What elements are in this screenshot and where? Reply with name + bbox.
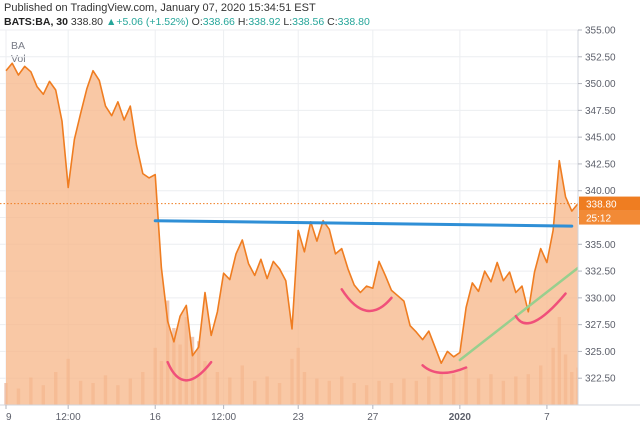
x-tick-label: 12:00 (56, 412, 81, 423)
open-value: 338.66 (202, 16, 235, 28)
series-tag[interactable]: BA (11, 40, 26, 52)
curve-annotation[interactable] (421, 364, 468, 375)
price-change: +5.06 (+1.52%) (116, 16, 189, 28)
published-info: Published on TradingView.com, January 07… (4, 2, 316, 14)
close-value: 338.80 (337, 16, 370, 28)
y-tick-label: 340.00 (585, 186, 616, 197)
x-tick-label: 27 (367, 412, 379, 423)
x-tick-label: 2020 (449, 412, 472, 423)
y-tick-label: 325.00 (585, 347, 616, 358)
y-tick-label: 355.00 (585, 26, 616, 37)
x-tick-label: 7 (544, 412, 550, 423)
trend-line[interactable] (458, 266, 580, 362)
y-tick-label: 327.50 (585, 320, 616, 331)
volume-tag[interactable]: Vol (11, 53, 26, 65)
close-label: C: (327, 16, 338, 28)
open-label: O: (191, 16, 203, 28)
high-value: 338.92 (248, 16, 281, 28)
high-label: H: (237, 16, 249, 28)
symbol-name[interactable]: BATS:BA, 30 (4, 16, 68, 28)
symbol-legend: BATS:BA, 30 338.80 ▲+5.06 (+1.52%) O:338… (4, 16, 370, 28)
y-tick-label: 345.00 (585, 133, 616, 144)
x-tick-label: 23 (293, 412, 305, 423)
curve-annotation[interactable] (166, 360, 213, 382)
y-tick-label: 332.50 (585, 267, 616, 278)
x-tick-label: 9 (6, 412, 12, 423)
y-tick-label: 335.00 (585, 240, 616, 251)
x-tick-label: 16 (150, 412, 162, 423)
y-tick-label: 330.00 (585, 293, 616, 304)
price-area (6, 63, 578, 405)
drawing-annotations[interactable] (153, 219, 580, 382)
y-tick-label: 350.00 (585, 79, 616, 90)
y-tick-label: 322.50 (585, 374, 616, 385)
low-label: L: (283, 16, 293, 28)
curve-annotation[interactable] (514, 292, 567, 325)
price-line (5, 62, 579, 364)
y-tick-label: 342.50 (585, 159, 616, 170)
countdown-label: 25:12 (579, 210, 640, 225)
y-tick-label: 352.50 (585, 52, 616, 63)
y-tick-label: 347.50 (585, 106, 616, 117)
last-price: 338.80 (70, 16, 104, 28)
curve-annotation[interactable] (340, 288, 393, 313)
last-price-box (579, 196, 640, 211)
countdown-text: 25:12 (586, 214, 611, 225)
x-tick-label: 12:00 (211, 412, 236, 423)
last-price-label: 338.80 (579, 196, 640, 211)
low-value: 338.56 (292, 16, 325, 28)
time-axis[interactable] (0, 405, 640, 433)
up-arrow-icon: ▲ (105, 16, 117, 28)
trend-line[interactable] (153, 219, 574, 228)
countdown-box (579, 210, 640, 225)
last-price-text: 338.80 (586, 200, 617, 211)
time-axis-ticks: 9 12:00 16 12:00 23 27 2020 7 (0, 404, 640, 423)
